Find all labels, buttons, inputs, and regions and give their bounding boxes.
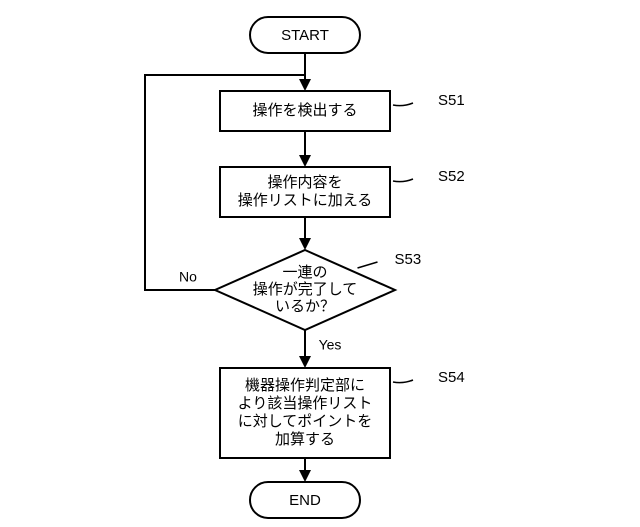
s52-text-0: 操作内容を [267, 174, 342, 191]
arrow-head [299, 356, 311, 368]
s54-text-2: に対してポイントを [238, 413, 373, 430]
s51-text-0: 操作を検出する [252, 102, 357, 119]
s53-step-label: S53 [395, 251, 422, 268]
edge-label-3: Yes [319, 337, 342, 353]
s54-leader [393, 380, 413, 383]
s53-text-2: いるか？ [275, 298, 335, 315]
s53-leader [358, 262, 378, 268]
s54-text-0: 機器操作判定部に [245, 377, 365, 394]
arrow-head [299, 79, 311, 91]
arrow-head [299, 238, 311, 250]
s52-step-label: S52 [438, 168, 465, 185]
s51-leader [393, 103, 413, 106]
s53-text-1: 操作が完了して [253, 281, 358, 298]
start-label: START [281, 27, 329, 44]
s54-step-label: S54 [438, 369, 465, 386]
edge-label-5: No [179, 269, 197, 285]
s51-step-label: S51 [438, 92, 465, 109]
s54-text-3: 加算する [275, 430, 335, 448]
arrow-head [299, 470, 311, 482]
s52-leader [393, 179, 413, 182]
s53-text-0: 一連の [282, 264, 327, 281]
arrow-head [299, 155, 311, 167]
s52-text-1: 操作リストに加える [238, 192, 373, 209]
end-label: END [289, 492, 321, 509]
s54-text-1: より該当操作リスト [238, 395, 373, 412]
